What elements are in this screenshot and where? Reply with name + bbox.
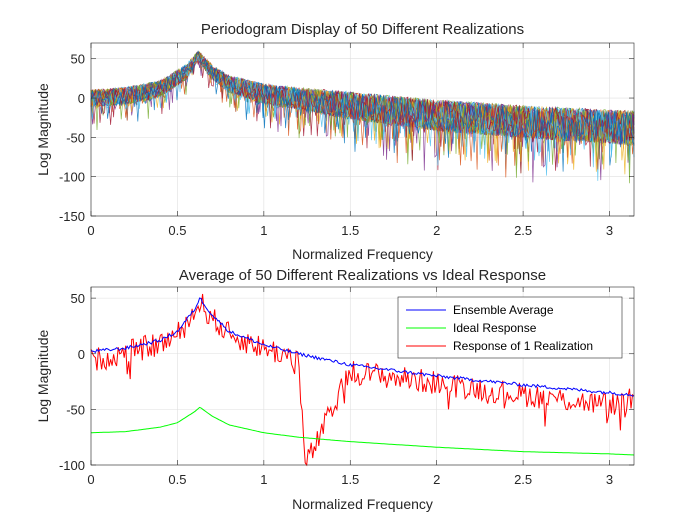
y-tick-label: -100 [59, 170, 85, 185]
realization-line-50 [90, 50, 635, 155]
series-line-ideal-response [91, 406, 635, 456]
top-ticks: 0 0.5 1 1.5 2 2.5 3 -150 -100 -50 0 50 [59, 43, 634, 238]
x-tick-label: 2.5 [514, 223, 532, 238]
y-tick-label: -50 [66, 130, 85, 145]
bottom-ticks: 0 0.5 1 1.5 2 2.5 3 -100 -50 0 50 [59, 287, 634, 487]
x-tick-label: 1.5 [341, 223, 359, 238]
top-axes-box [90, 42, 635, 217]
x-tick-label: 1 [260, 472, 267, 487]
series-line-ensemble-average [90, 297, 635, 397]
x-tick-label: 0.5 [168, 223, 186, 238]
y-tick-label: -100 [59, 458, 85, 473]
x-tick-label: 3 [606, 223, 613, 238]
legend: Ensemble Average Ideal Response Response… [397, 296, 623, 359]
x-tick-label: 0 [87, 223, 94, 238]
bottom-y-axis-label: Log Magnitude [35, 329, 51, 422]
bottom-axes: 0 0.5 1 1.5 2 2.5 3 -100 -50 0 50 Average of 50 Di… [35, 267, 635, 512]
y-tick-label: 0 [78, 347, 85, 362]
x-tick-label: 3 [606, 472, 613, 487]
x-tick-label: 0 [87, 472, 94, 487]
legend-label-ensemble-average: Ensemble Average [453, 303, 554, 317]
bottom-plot-lines [90, 293, 635, 467]
realization-line-49 [90, 50, 635, 143]
y-tick-label: 50 [71, 52, 85, 67]
y-tick-label: -150 [59, 209, 85, 224]
x-tick-label: 1.5 [341, 472, 359, 487]
bottom-axes-box [90, 286, 635, 466]
top-plot-lines [90, 50, 635, 184]
y-tick-label: 50 [71, 291, 85, 306]
x-tick-label: 2 [433, 223, 440, 238]
top-y-axis-label: Log Magnitude [35, 83, 51, 176]
top-chart-title: Periodogram Display of 50 Different Real… [201, 21, 524, 38]
bottom-x-axis-label: Normalized Frequency [292, 496, 433, 512]
bottom-chart-title: Average of 50 Different Realizations vs … [179, 267, 546, 284]
top-x-axis-label: Normalized Frequency [292, 246, 433, 262]
x-tick-label: 2 [433, 472, 440, 487]
y-tick-label: 0 [78, 91, 85, 106]
x-tick-label: 2.5 [514, 472, 532, 487]
top-axes: 0 0.5 1 1.5 2 2.5 3 -150 -100 -50 0 50 Periodogram … [35, 21, 635, 262]
legend-label-one-realization: Response of 1 Realization [453, 339, 593, 353]
x-tick-label: 1 [260, 223, 267, 238]
legend-label-ideal-response: Ideal Response [453, 321, 537, 335]
x-tick-label: 0.5 [168, 472, 186, 487]
y-tick-label: -50 [66, 402, 85, 417]
